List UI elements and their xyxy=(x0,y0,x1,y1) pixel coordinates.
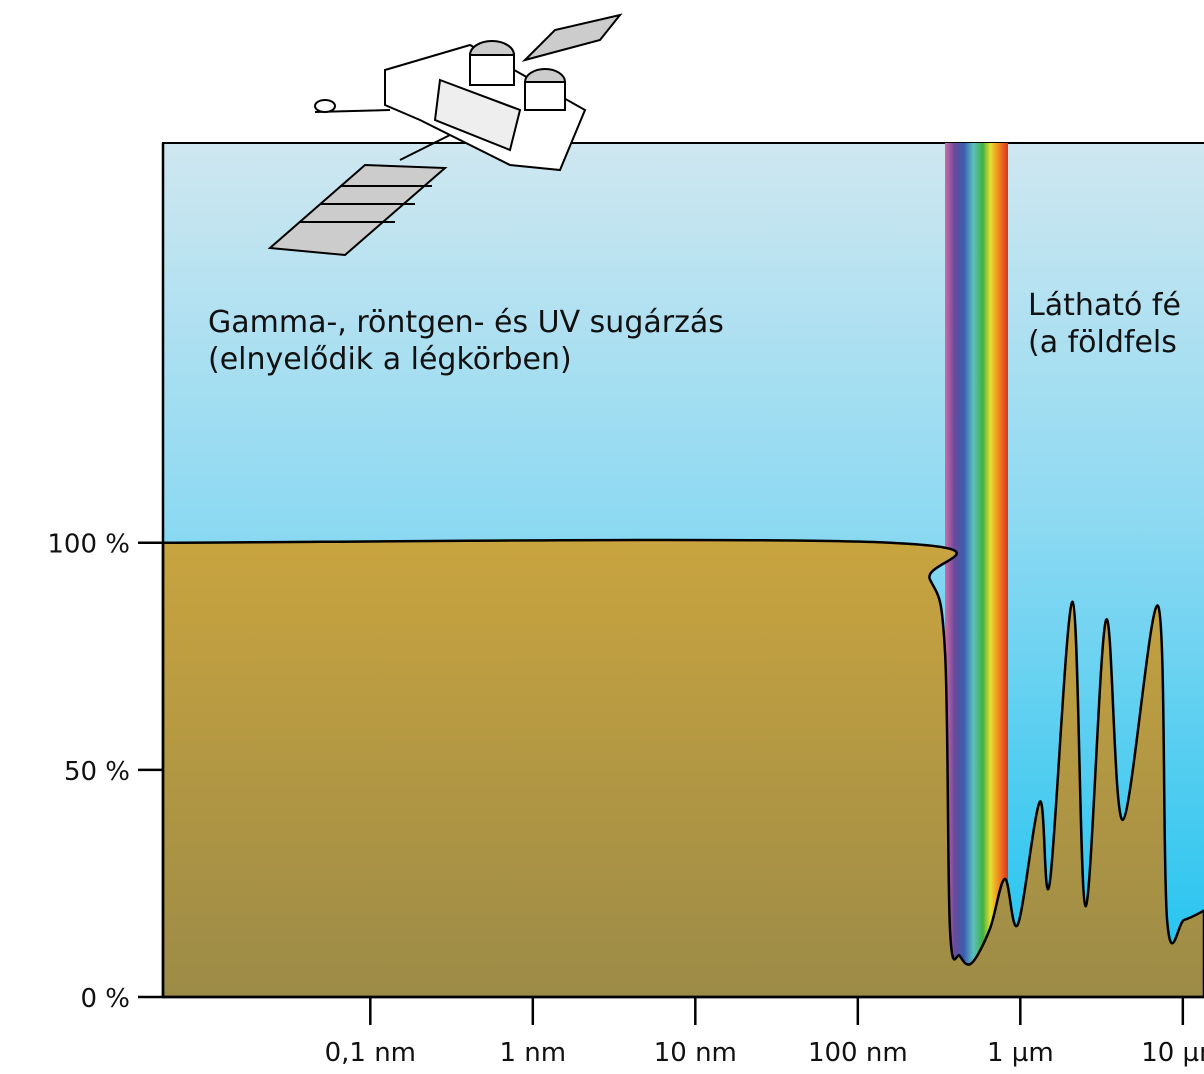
annotation: (a földfels xyxy=(1028,325,1177,360)
y-tick-label: 50 % xyxy=(64,757,130,787)
marks xyxy=(161,538,1204,999)
annotation: Látható fé xyxy=(1028,288,1181,323)
y-tick-label: 0 % xyxy=(80,984,130,1014)
visible-spectrum xyxy=(945,143,1008,997)
x-tick-label: 1 µm xyxy=(987,1038,1054,1068)
satellite xyxy=(267,13,623,257)
x-tick-label: 10 µm xyxy=(1141,1038,1204,1068)
y-tick-label: 100 % xyxy=(47,530,130,560)
opacity-area xyxy=(161,538,1204,999)
x-tick-label: 100 nm xyxy=(808,1038,908,1068)
annotation: (elnyelődik a légkörben) xyxy=(208,342,572,377)
x-tick-label: 0,1 nm xyxy=(325,1038,416,1068)
x-tick-label: 10 nm xyxy=(654,1038,737,1068)
annotation: Gamma-, röntgen- és UV sugárzás xyxy=(208,305,724,340)
x-tick-label: 1 nm xyxy=(499,1038,566,1068)
